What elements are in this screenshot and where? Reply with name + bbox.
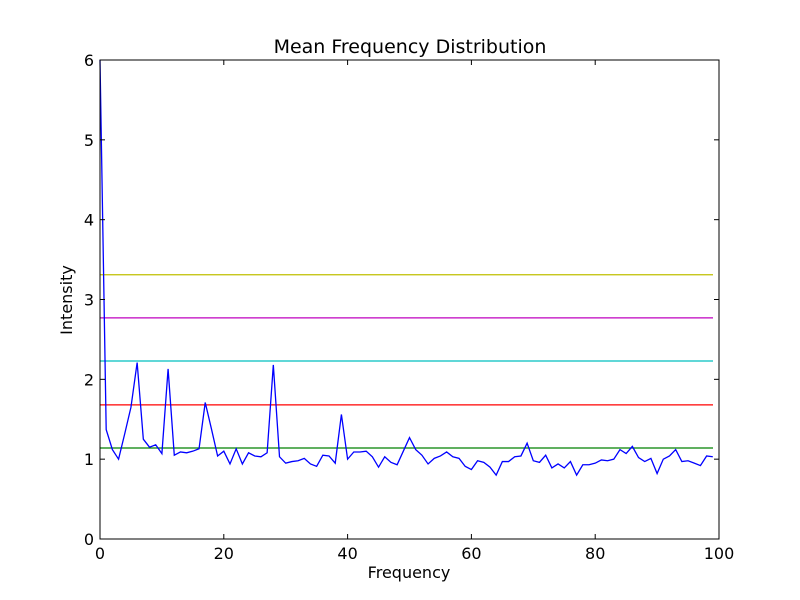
y-tick-label: 3	[84, 291, 94, 310]
y-axis-label: Intensity	[57, 265, 76, 335]
y-tick-label: 2	[84, 370, 94, 389]
x-axis-label: Frequency	[368, 563, 451, 582]
x-tick-label: 40	[337, 544, 357, 563]
chart-title: Mean Frequency Distribution	[274, 36, 547, 58]
x-tick-label: 80	[585, 544, 605, 563]
x-tick-label: 20	[214, 544, 234, 563]
plot-area: 0 20 40 60 80 100 0 1 2 3 4 5 6	[84, 51, 734, 563]
x-tick-label: 100	[704, 544, 735, 563]
y-tick-label: 5	[84, 131, 94, 150]
x-tick-label: 0	[95, 544, 105, 563]
x-tick-label: 60	[461, 544, 481, 563]
series-line-0	[99, 59, 713, 477]
y-tick-label: 4	[84, 211, 94, 230]
y-tick-label: 1	[84, 450, 94, 469]
y-tick-label: 6	[84, 51, 94, 70]
y-tick-label: 0	[84, 530, 94, 549]
